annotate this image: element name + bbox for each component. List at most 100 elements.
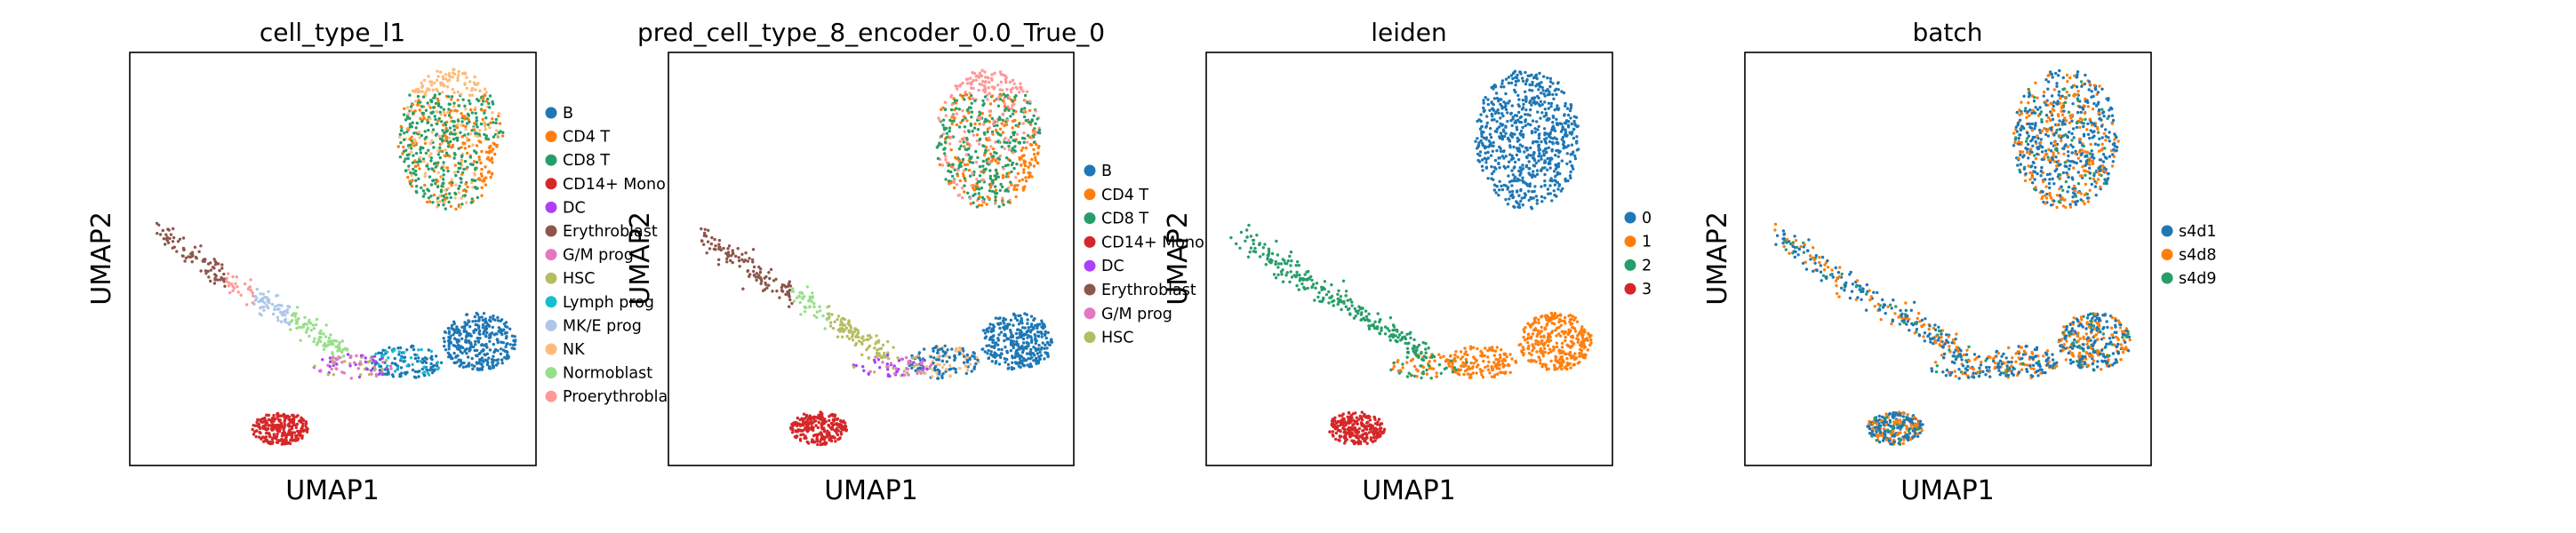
scatter-point <box>963 184 966 187</box>
scatter-point <box>1483 146 1487 150</box>
scatter-point <box>828 305 831 308</box>
scatter-point <box>447 95 451 99</box>
scatter-point <box>1490 365 1493 369</box>
scatter-point <box>828 321 833 324</box>
scatter-point <box>411 121 414 124</box>
scatter-point <box>1512 166 1516 170</box>
scatter-point <box>830 422 835 426</box>
scatter-point <box>480 102 484 107</box>
scatter-point <box>1497 194 1500 197</box>
scatter-point <box>225 276 228 280</box>
scatter-point <box>732 252 735 256</box>
scatter-point <box>1012 133 1016 137</box>
legend-label: Proerythroblast <box>563 388 682 406</box>
scatter-point <box>1490 112 1493 116</box>
scatter-point <box>442 110 445 114</box>
scatter-point <box>954 101 958 105</box>
scatter-point <box>1474 139 1477 143</box>
scatter-point <box>700 239 704 243</box>
scatter-point <box>1572 327 1577 330</box>
scatter-point <box>1500 98 1503 101</box>
scatter-point <box>1003 338 1006 343</box>
scatter-point <box>875 340 878 344</box>
scatter-point <box>975 74 980 78</box>
scatter-point <box>996 139 1000 144</box>
scatter-point <box>1508 146 1512 149</box>
scatter-point <box>377 351 380 354</box>
scatter-point <box>978 122 981 126</box>
scatter-point <box>483 132 486 137</box>
scatter-point <box>953 168 956 171</box>
scatter-point <box>994 201 997 205</box>
scatter-point <box>955 346 958 350</box>
scatter-point <box>784 292 788 297</box>
scatter-point <box>222 272 226 276</box>
scatter-point <box>1529 107 1532 112</box>
scatter-point <box>484 165 487 169</box>
scatter-point <box>275 427 279 431</box>
scatter-point <box>417 130 421 134</box>
scatter-point <box>1381 431 1385 434</box>
scatter-point <box>1038 330 1043 334</box>
scatter-point <box>419 147 422 151</box>
scatter-point <box>1020 351 1025 354</box>
scatter-point <box>997 94 1001 99</box>
scatter-point <box>199 269 203 273</box>
scatter-point <box>816 442 820 447</box>
scatter-point <box>953 356 957 360</box>
scatter-point <box>491 117 494 121</box>
scatter-point <box>1504 91 1508 96</box>
scatter-point <box>1458 373 1461 377</box>
scatter-point <box>836 433 840 437</box>
scatter-point <box>1009 349 1013 353</box>
scatter-point <box>1535 350 1539 354</box>
scatter-point <box>1038 357 1042 362</box>
scatter-point <box>460 196 463 200</box>
scatter-point <box>442 178 445 181</box>
scatter-point <box>1466 353 1469 357</box>
scatter-point <box>1568 160 1572 163</box>
scatter-point <box>1491 149 1495 153</box>
scatter-point <box>1006 175 1011 179</box>
scatter-point <box>341 347 346 352</box>
scatter-point <box>751 248 756 251</box>
scatter-point <box>455 139 460 142</box>
scatter-point <box>1534 342 1538 346</box>
scatter-point <box>416 370 420 374</box>
scatter-point <box>960 195 964 200</box>
scatter-point <box>265 421 269 425</box>
scatter-point <box>264 431 268 435</box>
scatter-point <box>709 242 714 246</box>
scatter-point <box>296 414 300 418</box>
scatter-point <box>480 194 484 197</box>
scatter-point <box>1541 89 1545 92</box>
scatter-point <box>1546 76 1549 80</box>
scatter-point <box>1401 362 1404 366</box>
scatter-point <box>809 416 812 419</box>
scatter-point <box>1011 147 1014 150</box>
scatter-point <box>480 368 484 371</box>
scatter-point <box>1495 185 1500 188</box>
scatter-point <box>964 136 969 140</box>
scatter-point <box>1003 138 1006 141</box>
scatter-point <box>357 362 361 366</box>
scatter-point <box>1571 340 1574 345</box>
scatter-point <box>449 355 453 359</box>
scatter-point <box>1571 344 1574 348</box>
scatter-point <box>1575 320 1580 323</box>
scatter-point <box>491 325 494 330</box>
scatter-point <box>833 320 836 323</box>
scatter-point <box>994 168 998 171</box>
scatter-point <box>1557 325 1561 330</box>
scatter-point <box>972 365 977 369</box>
scatter-point <box>1005 88 1009 91</box>
scatter-point <box>420 90 424 93</box>
scatter-point <box>1524 90 1527 94</box>
scatter-point <box>1028 163 1033 166</box>
scatter-point <box>819 410 822 415</box>
scatter-point <box>738 265 741 268</box>
scatter-point <box>1576 340 1580 344</box>
scatter-point <box>426 87 429 91</box>
scatter-point <box>1534 338 1538 343</box>
scatter-point <box>492 314 495 318</box>
